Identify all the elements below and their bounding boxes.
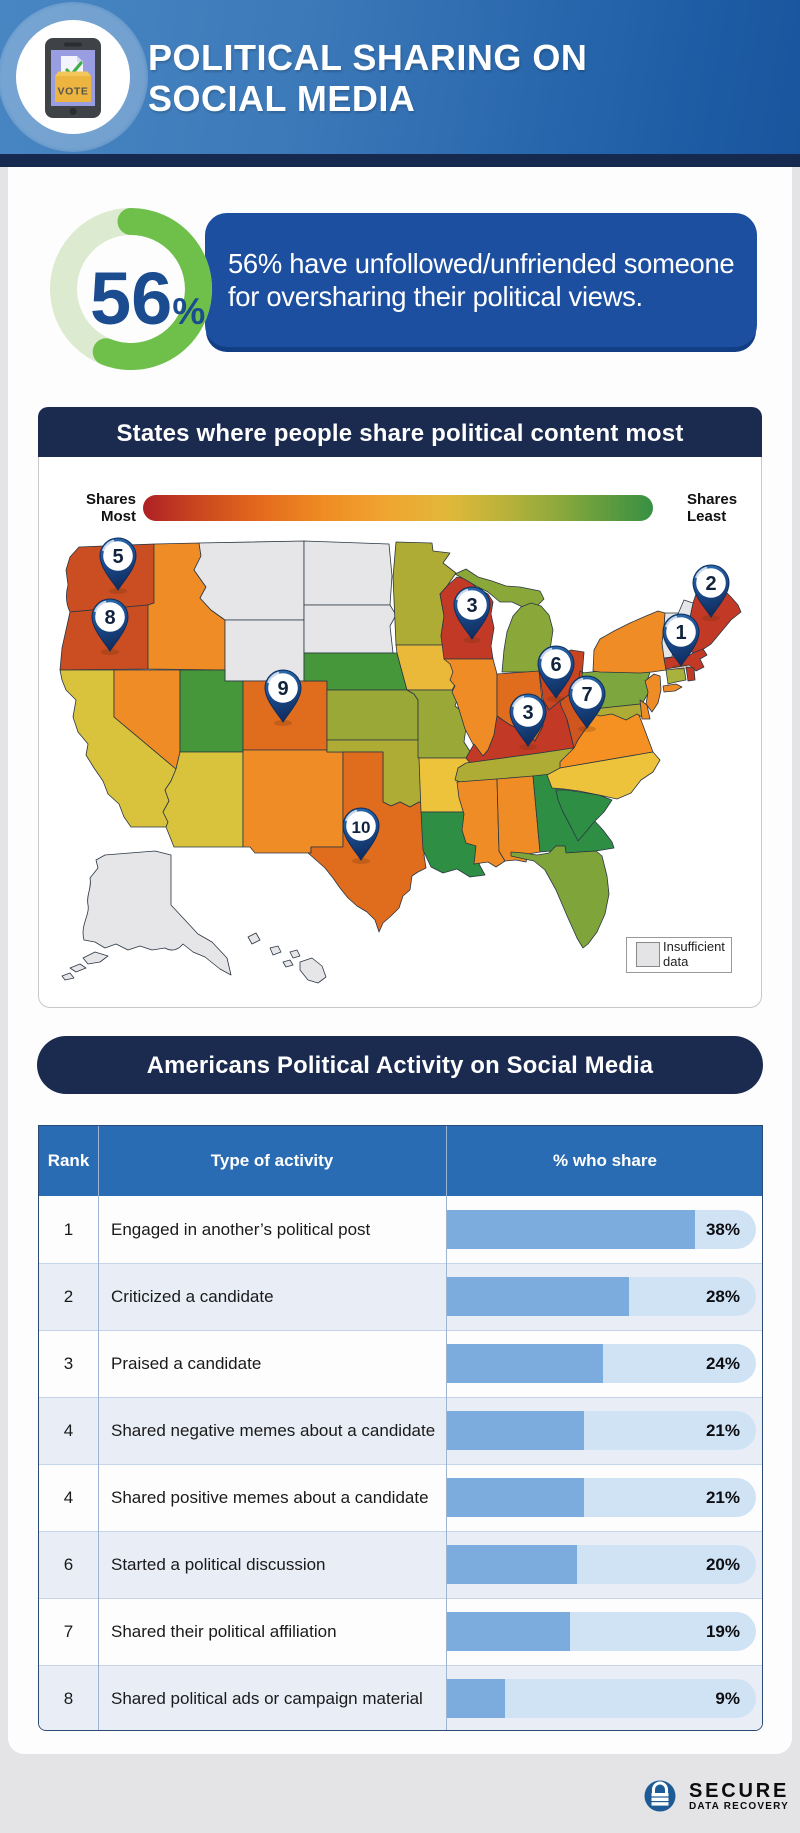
svg-text:SECURE: SECURE [689, 1780, 789, 1802]
svg-text:9: 9 [277, 678, 288, 700]
svg-text:3: 3 [522, 702, 533, 724]
svg-text:3: 3 [466, 595, 477, 617]
svg-text:7: 7 [581, 684, 592, 706]
svg-text:8: 8 [104, 607, 115, 629]
svg-text:2: 2 [705, 573, 716, 595]
svg-text:6: 6 [550, 654, 561, 676]
svg-text:VOTE: VOTE [58, 86, 89, 98]
svg-text:10: 10 [352, 818, 371, 837]
svg-text:DATA RECOVERY: DATA RECOVERY [689, 1801, 789, 1812]
svg-text:1: 1 [675, 622, 686, 644]
svg-text:5: 5 [112, 546, 123, 568]
